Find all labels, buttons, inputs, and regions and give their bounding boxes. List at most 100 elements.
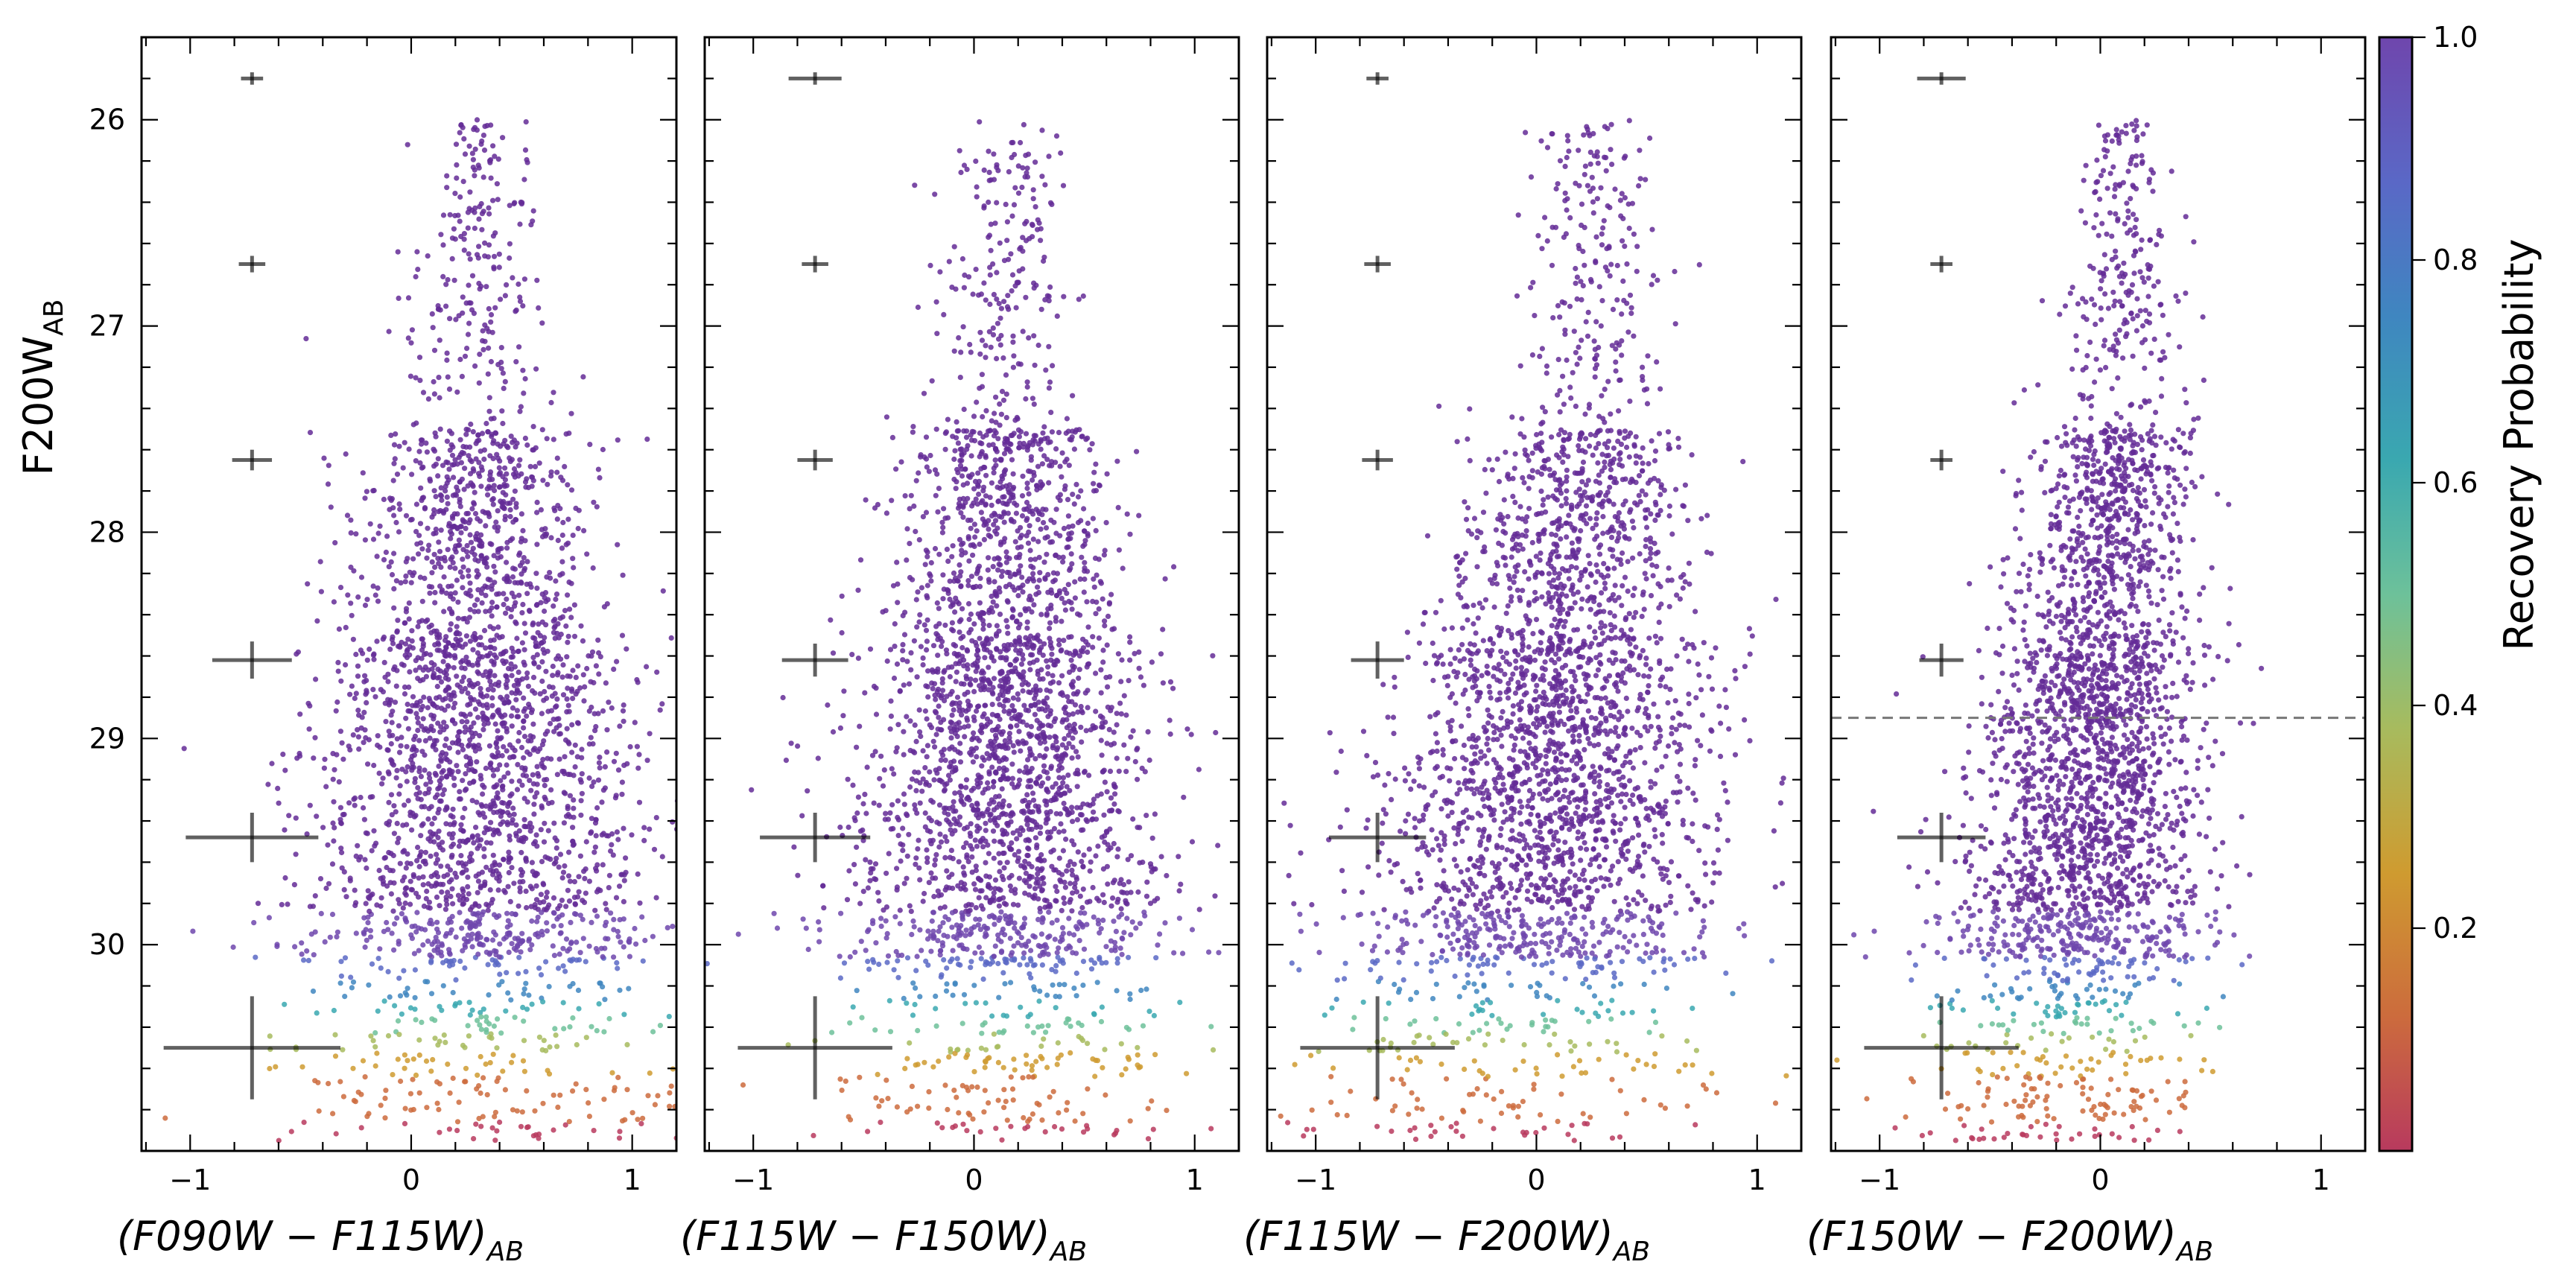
data-point	[407, 901, 413, 907]
data-point	[326, 463, 331, 469]
data-point	[325, 481, 331, 487]
data-point	[1015, 625, 1021, 631]
data-point	[306, 726, 312, 732]
data-point	[956, 1110, 962, 1116]
data-point	[387, 495, 393, 501]
data-point	[352, 887, 358, 893]
data-point	[529, 474, 535, 480]
data-point	[538, 892, 545, 898]
data-point	[1006, 731, 1012, 737]
data-point	[452, 565, 458, 571]
data-point	[1072, 579, 1078, 585]
data-point	[335, 659, 341, 666]
data-point	[407, 652, 413, 658]
data-point	[534, 586, 540, 591]
data-point	[1046, 298, 1052, 304]
data-point	[623, 855, 629, 861]
error-bar	[232, 449, 273, 471]
data-point	[584, 665, 590, 672]
data-point	[332, 1032, 338, 1038]
data-point	[360, 470, 366, 476]
data-point	[1009, 457, 1015, 463]
data-point	[617, 1129, 623, 1135]
data-point	[338, 959, 344, 965]
data-point	[483, 420, 489, 427]
data-point	[473, 440, 479, 446]
data-point	[423, 673, 430, 679]
data-point	[852, 949, 858, 955]
data-point	[858, 939, 864, 945]
data-point	[553, 578, 559, 584]
data-point	[584, 551, 590, 557]
data-point	[496, 251, 502, 257]
data-point	[519, 640, 526, 646]
data-point	[442, 653, 448, 659]
data-point	[348, 564, 354, 571]
data-point	[469, 1007, 475, 1013]
data-point	[420, 667, 426, 673]
data-point	[521, 390, 527, 396]
data-point	[617, 723, 623, 729]
data-point	[1057, 463, 1063, 469]
data-point	[513, 517, 519, 523]
data-point	[490, 233, 497, 239]
data-point	[347, 878, 353, 883]
data-point	[431, 488, 437, 494]
data-point	[980, 621, 986, 627]
data-point	[545, 828, 551, 834]
data-point	[499, 752, 505, 759]
data-point	[479, 869, 486, 875]
data-point	[1035, 916, 1041, 922]
data-point	[907, 1040, 913, 1046]
data-point	[1022, 890, 1028, 896]
data-point	[449, 256, 455, 261]
data-point	[361, 740, 367, 746]
data-point	[1024, 962, 1030, 968]
data-point	[995, 498, 1001, 504]
data-point	[626, 986, 632, 991]
data-point	[492, 569, 498, 575]
data-point	[977, 583, 983, 590]
data-point	[949, 924, 955, 930]
data-point	[570, 696, 576, 702]
data-point	[490, 143, 496, 149]
data-point	[954, 479, 959, 485]
data-point	[469, 936, 475, 942]
data-point	[402, 1120, 408, 1126]
data-point	[1184, 726, 1190, 732]
data-point	[487, 453, 493, 459]
data-point	[1120, 881, 1127, 888]
data-point	[964, 717, 971, 723]
data-point	[358, 794, 364, 801]
data-point	[513, 822, 519, 828]
data-point	[1059, 742, 1065, 748]
data-point	[416, 737, 422, 743]
data-point	[543, 894, 550, 901]
data-point	[303, 336, 309, 342]
data-point	[455, 892, 462, 898]
data-point	[447, 1090, 453, 1096]
data-point	[465, 932, 471, 938]
data-point	[488, 682, 495, 688]
data-point	[435, 810, 441, 816]
data-point	[362, 495, 368, 501]
data-point	[465, 883, 471, 889]
data-point	[1073, 481, 1079, 488]
data-point	[539, 659, 545, 665]
data-point	[959, 256, 965, 262]
data-point	[521, 647, 527, 653]
data-point	[1073, 889, 1079, 895]
data-point	[444, 438, 451, 444]
data-point	[928, 725, 935, 731]
data-point	[559, 559, 565, 565]
data-point	[463, 838, 469, 844]
data-point	[414, 715, 421, 721]
data-point	[971, 413, 977, 419]
data-point	[923, 627, 930, 633]
data-point	[393, 683, 399, 689]
data-point	[520, 303, 526, 309]
data-point	[839, 1088, 845, 1094]
data-point	[483, 523, 489, 529]
data-point	[460, 556, 466, 562]
data-point	[1019, 513, 1026, 519]
